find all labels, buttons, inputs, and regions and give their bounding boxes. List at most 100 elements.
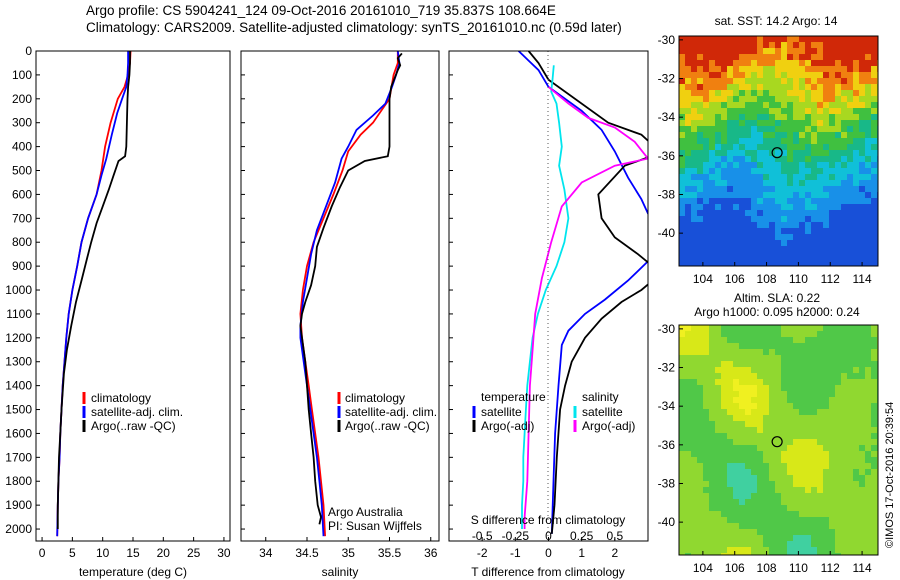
map-cell bbox=[799, 222, 805, 228]
map-cell bbox=[871, 511, 877, 517]
map-cell bbox=[787, 204, 793, 210]
map-cell bbox=[679, 361, 685, 367]
map-cell bbox=[769, 234, 775, 240]
map-cell bbox=[787, 228, 793, 234]
map-cell bbox=[679, 373, 685, 379]
map-cell bbox=[829, 457, 835, 463]
lat-tick-label: -34 bbox=[658, 110, 676, 124]
map-cell bbox=[685, 541, 691, 547]
map-cell bbox=[727, 361, 733, 367]
map-cell bbox=[829, 48, 835, 54]
map-cell bbox=[763, 204, 769, 210]
map-cell bbox=[709, 451, 715, 457]
map-cell bbox=[835, 505, 841, 511]
map-cell bbox=[805, 204, 811, 210]
map-cell bbox=[865, 349, 871, 355]
map-cell bbox=[763, 535, 769, 541]
map-cell bbox=[799, 553, 805, 555]
map-cell bbox=[805, 60, 811, 66]
map-cell bbox=[811, 84, 817, 90]
map-cell bbox=[685, 204, 691, 210]
map-cell bbox=[775, 499, 781, 505]
map-cell bbox=[697, 337, 703, 343]
map-cell bbox=[697, 391, 703, 397]
map-cell bbox=[709, 258, 715, 264]
map-cell bbox=[847, 216, 853, 222]
map-cell bbox=[781, 481, 787, 487]
map-cell bbox=[859, 523, 865, 529]
map-cell bbox=[769, 258, 775, 264]
map-cell bbox=[787, 415, 793, 421]
map-cell bbox=[865, 523, 871, 529]
map-cell bbox=[781, 132, 787, 138]
map-cell bbox=[757, 240, 763, 246]
sst-map-panel: sat. SST: 14.2 Argo: 14 104 106 108 110 112 1… bbox=[658, 14, 879, 286]
s-difference-axis: -0.5 -0.25 0 0.25 0.5 bbox=[472, 529, 624, 543]
map-cell bbox=[775, 258, 781, 264]
map-cell bbox=[847, 132, 853, 138]
map-cell bbox=[697, 553, 703, 555]
map-cell bbox=[805, 186, 811, 192]
map-cell bbox=[847, 367, 853, 373]
map-cell bbox=[685, 144, 691, 150]
map-cell bbox=[745, 427, 751, 433]
map-cell bbox=[691, 258, 697, 264]
map-cell bbox=[853, 42, 859, 48]
map-cell bbox=[709, 397, 715, 403]
map-cell bbox=[763, 258, 769, 264]
map-cell bbox=[871, 547, 877, 553]
map-cell bbox=[853, 325, 859, 331]
map-cell bbox=[751, 150, 757, 156]
map-cell bbox=[751, 517, 757, 523]
map-cell bbox=[793, 391, 799, 397]
map-cell bbox=[691, 42, 697, 48]
map-cell bbox=[769, 553, 775, 555]
map-cell bbox=[721, 487, 727, 493]
map-cell bbox=[859, 150, 865, 156]
map-cell bbox=[805, 541, 811, 547]
map-cell bbox=[703, 210, 709, 216]
map-cell bbox=[721, 90, 727, 96]
map-cell bbox=[847, 126, 853, 132]
map-cell bbox=[679, 355, 685, 361]
map-cell bbox=[715, 439, 721, 445]
map-cell bbox=[859, 481, 865, 487]
map-cell bbox=[739, 385, 745, 391]
map-cell bbox=[865, 439, 871, 445]
map-cell bbox=[859, 246, 865, 252]
map-cell bbox=[721, 174, 727, 180]
map-cell bbox=[691, 96, 697, 102]
map-cell bbox=[721, 240, 727, 246]
map-cell bbox=[817, 355, 823, 361]
map-cell bbox=[739, 72, 745, 78]
map-cell bbox=[733, 84, 739, 90]
map-cell bbox=[853, 421, 859, 427]
map-cell bbox=[685, 36, 691, 42]
map-cell bbox=[763, 523, 769, 529]
map-cell bbox=[769, 499, 775, 505]
map-cell bbox=[793, 409, 799, 415]
map-cell bbox=[757, 132, 763, 138]
x-tick-label: 30 bbox=[217, 546, 231, 560]
map-cell bbox=[805, 198, 811, 204]
map-cell bbox=[805, 403, 811, 409]
map-cell bbox=[781, 403, 787, 409]
map-cell bbox=[751, 529, 757, 535]
map-cell bbox=[865, 174, 871, 180]
map-cell bbox=[775, 210, 781, 216]
map-cell bbox=[859, 361, 865, 367]
map-cell bbox=[751, 138, 757, 144]
map-cell bbox=[793, 367, 799, 373]
map-cell bbox=[865, 36, 871, 42]
map-cell bbox=[871, 162, 877, 168]
map-cell bbox=[757, 144, 763, 150]
map-cell bbox=[799, 102, 805, 108]
map-cell bbox=[805, 108, 811, 114]
map-cell bbox=[763, 355, 769, 361]
map-cell bbox=[709, 84, 715, 90]
map-cell bbox=[871, 367, 877, 373]
map-cell bbox=[859, 409, 865, 415]
map-cell bbox=[787, 541, 793, 547]
map-cell bbox=[679, 349, 685, 355]
map-cell bbox=[781, 415, 787, 421]
